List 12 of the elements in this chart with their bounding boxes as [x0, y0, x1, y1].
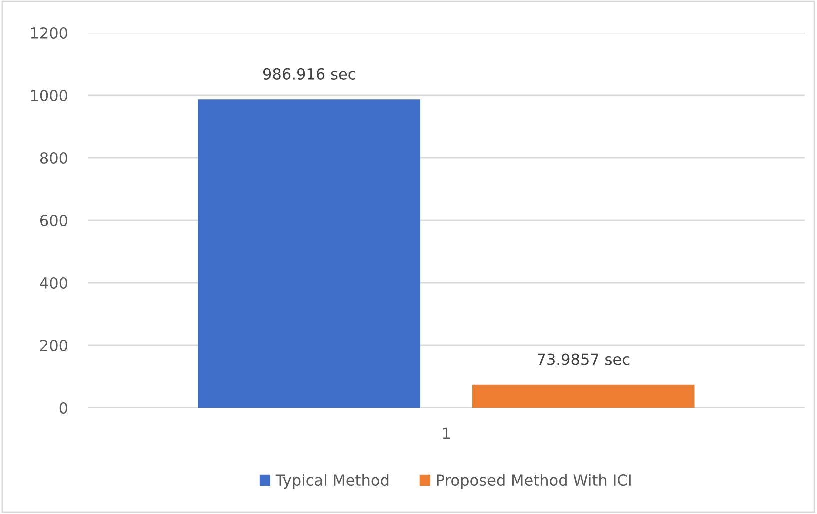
y-tick-label: 600	[40, 214, 68, 227]
legend-label: Proposed Method With ICI	[437, 474, 631, 490]
y-tick-label: 1200	[31, 27, 68, 40]
data-label: 986.916 sec	[263, 68, 356, 80]
y-tick-label: 1000	[31, 90, 68, 102]
x-tick-label: 1	[443, 428, 450, 440]
data-label: 73.9857 sec	[538, 354, 630, 366]
y-tick-label: 800	[40, 152, 68, 164]
y-tick-label: 200	[40, 340, 68, 352]
y-tick-label: 0	[60, 402, 68, 414]
legend-label: Typical Method	[276, 474, 389, 490]
y-tick-label: 400	[40, 277, 68, 290]
